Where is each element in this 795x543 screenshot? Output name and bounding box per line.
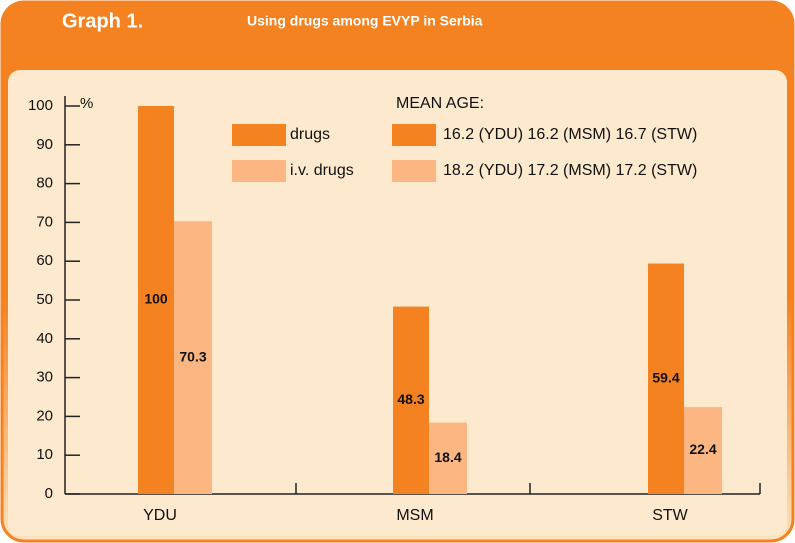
value-label: 70.3 <box>179 348 206 364</box>
badge: Graph 1. <box>62 10 143 32</box>
y-tick-label: 60 <box>36 252 53 269</box>
x-tick-label: YDU <box>143 507 177 524</box>
y-tick-label: 70 <box>36 213 53 230</box>
legend-swatch <box>232 124 286 146</box>
value-label: 22.4 <box>689 441 716 457</box>
y-unit: % <box>80 95 93 112</box>
bar <box>138 106 174 494</box>
y-tick-label: 40 <box>36 330 53 347</box>
mean-age-row: 18.2 (YDU) 17.2 (MSM) 17.2 (STW) <box>443 162 697 179</box>
legend-swatch <box>232 160 286 182</box>
mean-age-label: MEAN AGE: <box>396 95 484 112</box>
bar <box>648 263 684 494</box>
chart-title: Using drugs among EVYP in Serbia <box>247 13 483 29</box>
y-tick-label: 50 <box>36 291 53 308</box>
mean-age-row: 16.2 (YDU) 16.2 (MSM) 16.7 (STW) <box>443 126 697 143</box>
value-label: 59.4 <box>652 369 679 385</box>
legend-label: i.v. drugs <box>290 162 354 179</box>
bar <box>684 407 722 494</box>
value-label: 18.4 <box>434 449 461 465</box>
bar <box>174 221 212 494</box>
bar <box>393 306 429 494</box>
mean-age-swatch <box>392 160 436 182</box>
x-tick-label: MSM <box>396 507 433 524</box>
legend-label: drugs <box>290 126 330 143</box>
value-label: 48.3 <box>397 391 424 407</box>
y-tick-label: 100 <box>28 97 53 114</box>
y-tick-label: 80 <box>36 175 53 192</box>
y-tick-label: 10 <box>36 446 53 463</box>
mean-age-swatch <box>392 124 436 146</box>
y-tick-label: 90 <box>36 136 53 153</box>
x-tick-label: STW <box>652 507 688 524</box>
y-tick-label: 20 <box>36 407 53 424</box>
y-tick-label: 0 <box>45 485 53 502</box>
y-tick-label: 30 <box>36 369 53 386</box>
value-label: 100 <box>144 291 168 307</box>
bar <box>429 422 467 494</box>
